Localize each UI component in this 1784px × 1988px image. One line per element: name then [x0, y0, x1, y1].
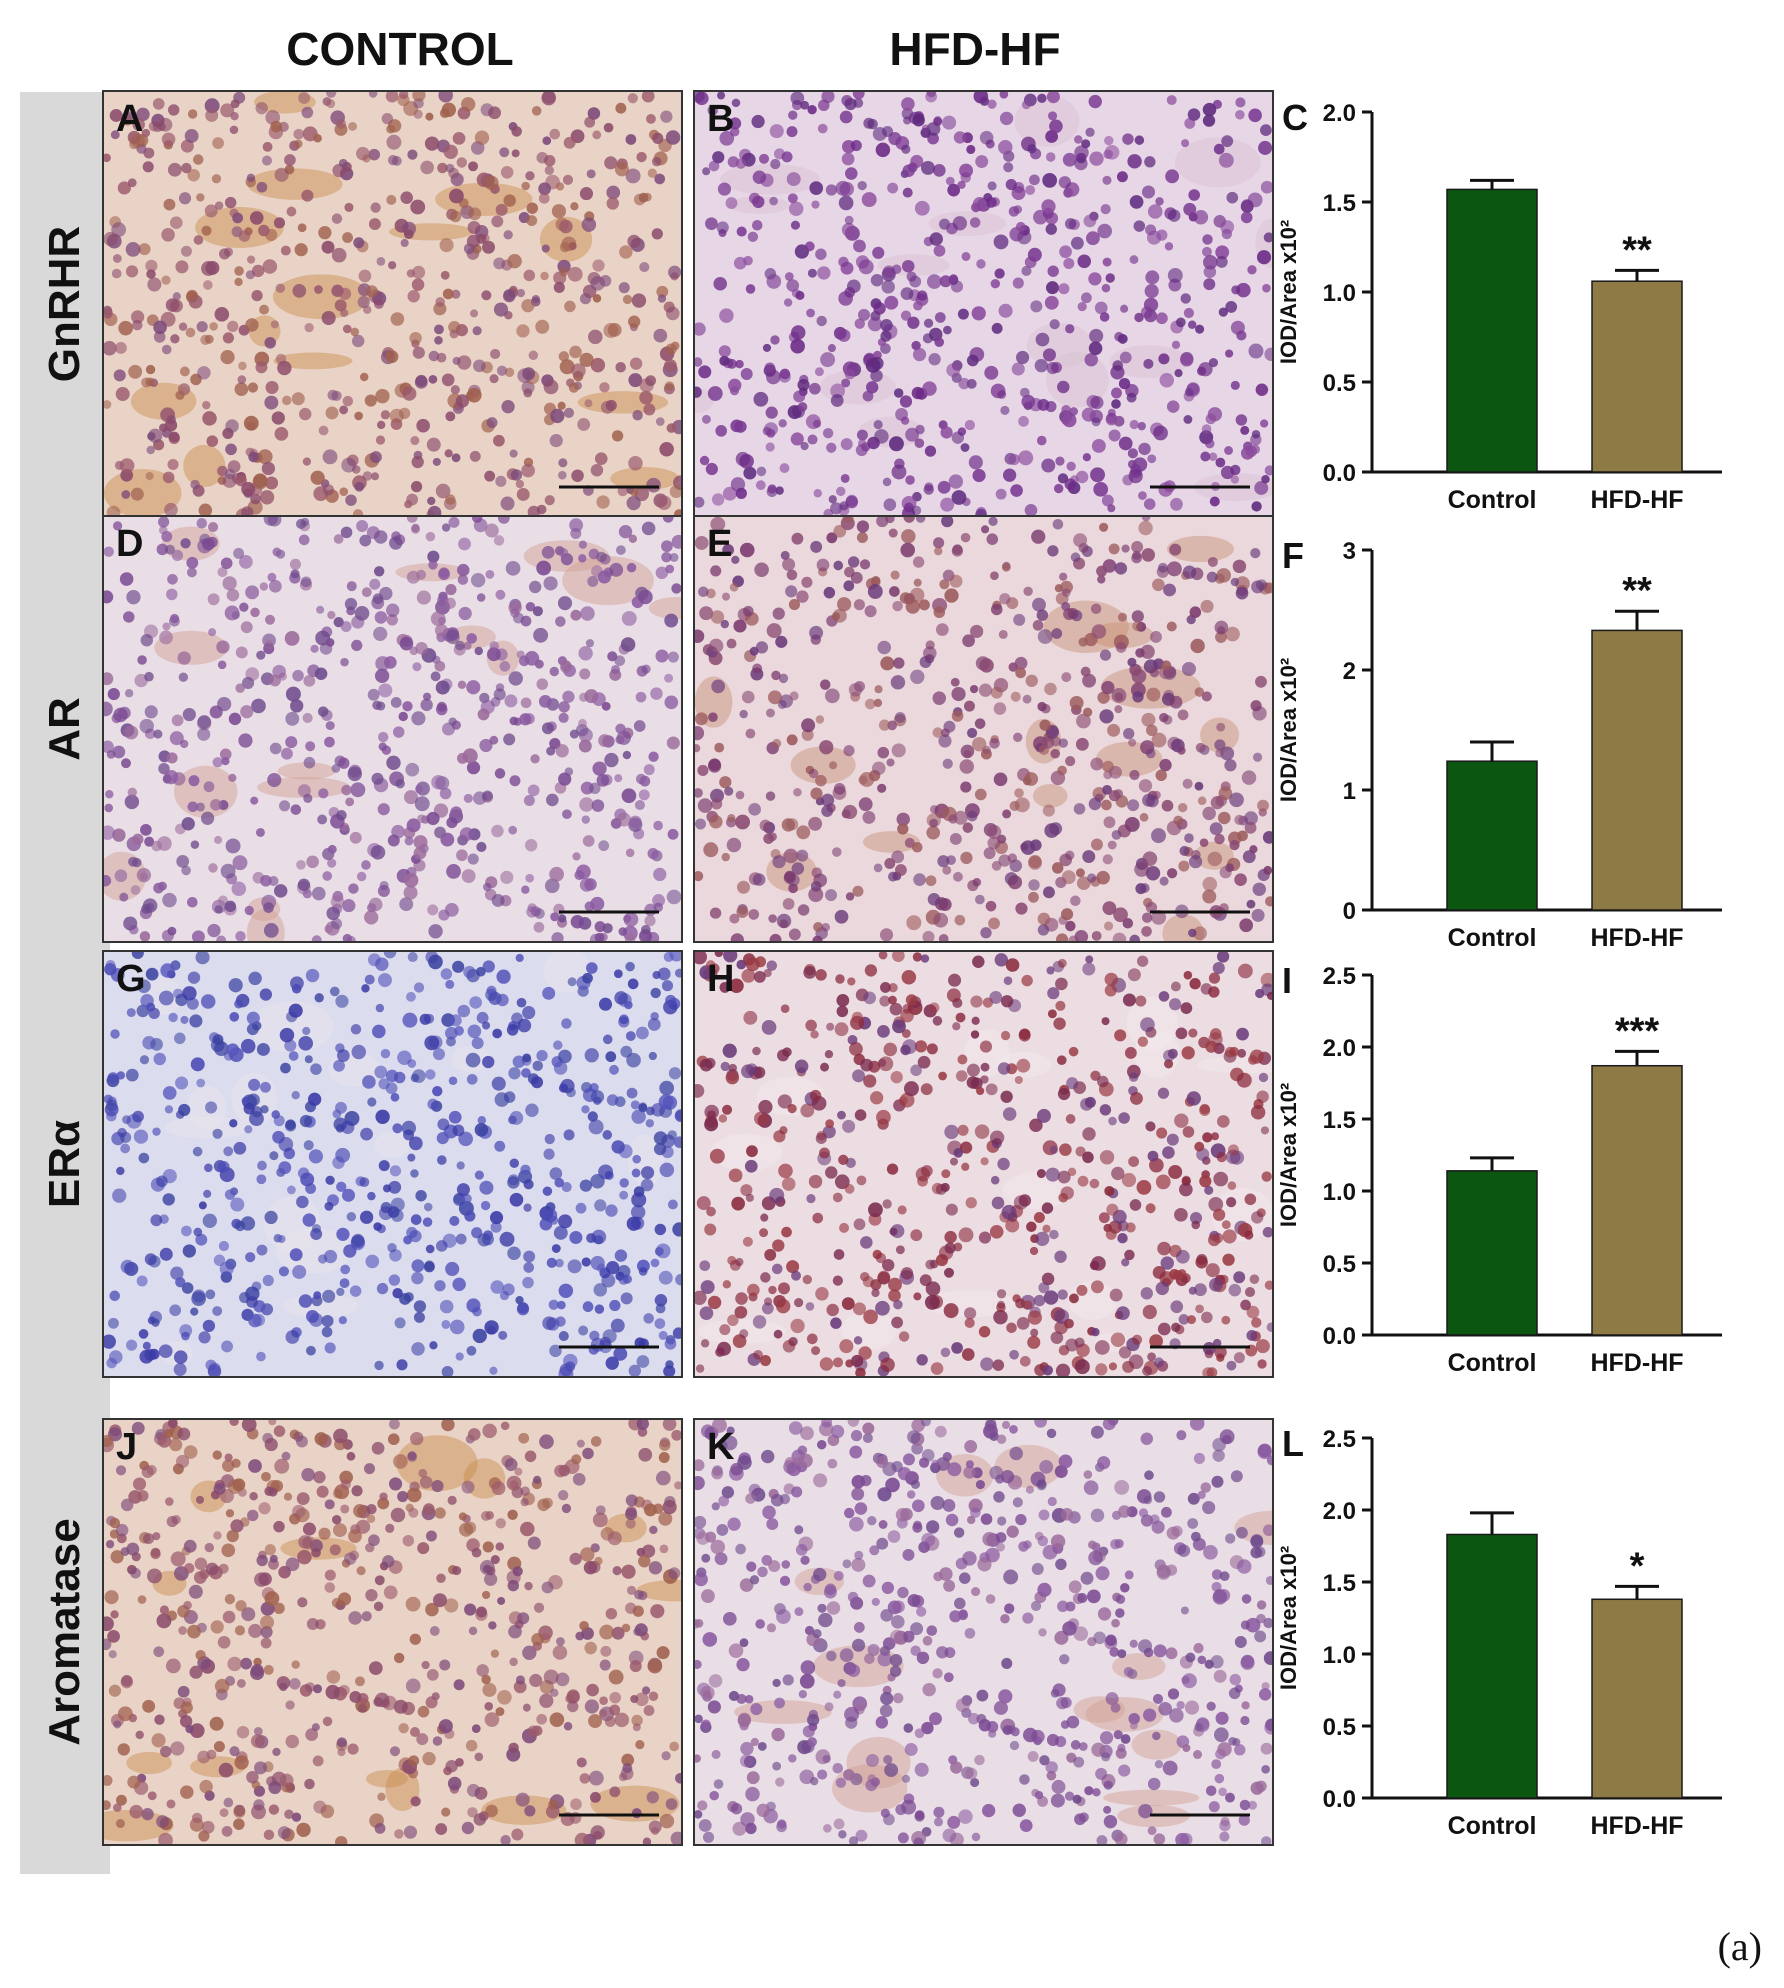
row-label: AR: [40, 697, 89, 761]
row-label: ERα: [40, 1119, 89, 1209]
y-tick-label: 3: [1343, 538, 1356, 565]
y-axis-label: IOD/Area x10²: [1276, 1546, 1301, 1690]
micrograph-panel: D: [102, 515, 683, 943]
chart-panel-letter: L: [1282, 1423, 1304, 1464]
bar-control: [1446, 1533, 1538, 1799]
micrograph-panel: B: [693, 90, 1274, 518]
bar-chart-i: I 0.0 0.5 1.0 1.5 2.0 2.5 IOD/Area x10² Control *…: [1276, 960, 1722, 1377]
bar-hfd-hf: [1591, 280, 1683, 473]
y-tick-label: 2.0: [1323, 1498, 1356, 1525]
micrograph-image: [104, 92, 681, 516]
bar-chart-c: C 0.0 0.5 1.0 1.5 2.0 IOD/Area x10² Control ** HF…: [1276, 97, 1722, 514]
micrograph-panel: J: [102, 1418, 683, 1846]
panel-letter: G: [116, 958, 146, 1000]
micrograph-image: [695, 952, 1272, 1376]
y-tick-label: 0.5: [1323, 1251, 1356, 1278]
bar-control: [1446, 188, 1538, 473]
chart-panel-letter: I: [1282, 960, 1292, 1001]
y-axis-label: IOD/Area x10²: [1276, 1083, 1301, 1227]
panel-letter: D: [116, 523, 144, 565]
y-tick-label: 2.5: [1323, 1426, 1356, 1453]
panel-letter: H: [707, 958, 735, 1000]
significance-marker: ***: [1615, 1010, 1660, 1052]
micrograph-image: [104, 952, 681, 1376]
panel-letter: K: [707, 1426, 735, 1468]
row-label: Aromatase: [40, 1518, 89, 1746]
micrograph-image: [695, 1420, 1272, 1844]
y-tick-label: 1.0: [1323, 1179, 1356, 1206]
y-tick-label: 0.0: [1323, 1786, 1356, 1813]
x-tick-label: HFD-HF: [1590, 486, 1683, 514]
row-label-strip: [20, 92, 110, 1874]
y-tick-label: 2: [1343, 658, 1356, 685]
y-tick-label: 0.5: [1323, 1714, 1356, 1741]
micrograph-panel: K: [693, 1418, 1274, 1846]
x-tick-label: HFD-HF: [1590, 924, 1683, 952]
y-tick-label: 1.0: [1323, 280, 1356, 307]
bar-chart-l: L 0.0 0.5 1.0 1.5 2.0 2.5 IOD/Area x10² Control *…: [1276, 1423, 1722, 1840]
panel-letter: E: [707, 523, 733, 565]
y-tick-label: 2.0: [1323, 1035, 1356, 1062]
panel-letter: B: [707, 98, 735, 140]
chart-panel-letter: F: [1282, 535, 1304, 576]
y-tick-label: 1.5: [1323, 190, 1356, 217]
x-tick-label: Control: [1448, 1349, 1537, 1377]
micrograph-image: [695, 92, 1272, 516]
x-tick-label: HFD-HF: [1590, 1812, 1683, 1840]
bar-hfd-hf: [1591, 1064, 1683, 1336]
y-tick-label: 1: [1343, 778, 1356, 805]
chart-panel-letter: C: [1282, 97, 1308, 138]
x-tick-label: HFD-HF: [1590, 1349, 1683, 1377]
y-tick-label: 1.5: [1323, 1570, 1356, 1597]
x-tick-label: Control: [1448, 486, 1537, 514]
micrograph-panel: G: [102, 950, 683, 1378]
y-tick-label: 1.5: [1323, 1107, 1356, 1134]
figure-label: (a): [1717, 1924, 1762, 1969]
y-tick-label: 0: [1343, 898, 1356, 925]
panel-letter: A: [116, 98, 144, 140]
significance-marker: **: [1622, 229, 1652, 271]
micrograph-panel: H: [693, 950, 1274, 1378]
y-tick-label: 2.0: [1323, 100, 1356, 127]
bar-control: [1446, 760, 1538, 911]
column-header-control: CONTROL: [286, 23, 514, 75]
bar-chart-f: F 0 1 2 3 IOD/Area x10² Control ** HFD-HF: [1276, 535, 1722, 952]
x-tick-label: Control: [1448, 924, 1537, 952]
micrograph-image: [695, 517, 1272, 941]
y-tick-label: 1.0: [1323, 1642, 1356, 1669]
x-tick-label: Control: [1448, 1812, 1537, 1840]
column-header-hfd-hf: HFD-HF: [889, 23, 1061, 75]
bar-control: [1446, 1170, 1538, 1336]
significance-marker: *: [1630, 1545, 1645, 1587]
y-tick-label: 0.0: [1323, 460, 1356, 487]
panel-letter: J: [116, 1426, 138, 1468]
y-axis-label: IOD/Area x10²: [1276, 220, 1301, 364]
y-tick-label: 2.5: [1323, 963, 1356, 990]
bar-hfd-hf: [1591, 629, 1683, 911]
micrograph-panel: E: [693, 515, 1274, 943]
bar-hfd-hf: [1591, 1598, 1683, 1799]
y-tick-label: 0.5: [1323, 370, 1356, 397]
y-axis-label: IOD/Area x10²: [1276, 658, 1301, 802]
row-label: GnRHR: [40, 225, 89, 383]
micrograph-image: [104, 1420, 681, 1844]
micrograph-image: [104, 517, 681, 941]
y-tick-label: 0.0: [1323, 1323, 1356, 1350]
micrograph-panel: A: [102, 90, 683, 518]
significance-marker: **: [1622, 570, 1652, 612]
